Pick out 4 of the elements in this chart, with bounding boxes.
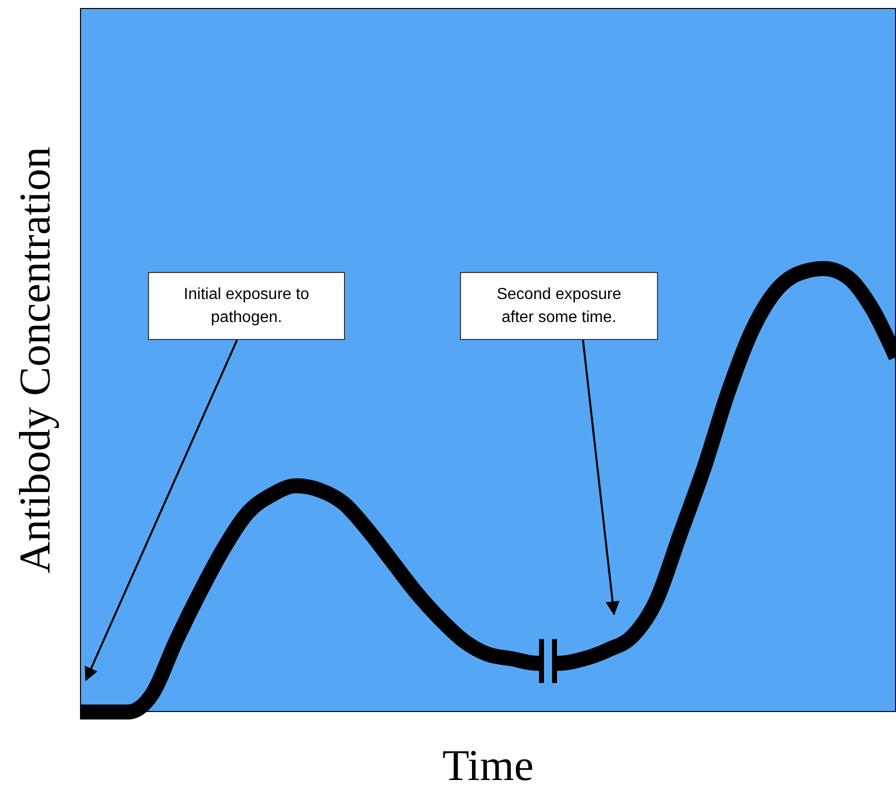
callout-box: Second exposure after some time.	[460, 272, 658, 340]
callout-box: Initial exposure to pathogen.	[148, 272, 345, 340]
x-axis-title: Time	[441, 740, 535, 789]
y-axis-title: Antibody Concentration	[10, 146, 60, 574]
